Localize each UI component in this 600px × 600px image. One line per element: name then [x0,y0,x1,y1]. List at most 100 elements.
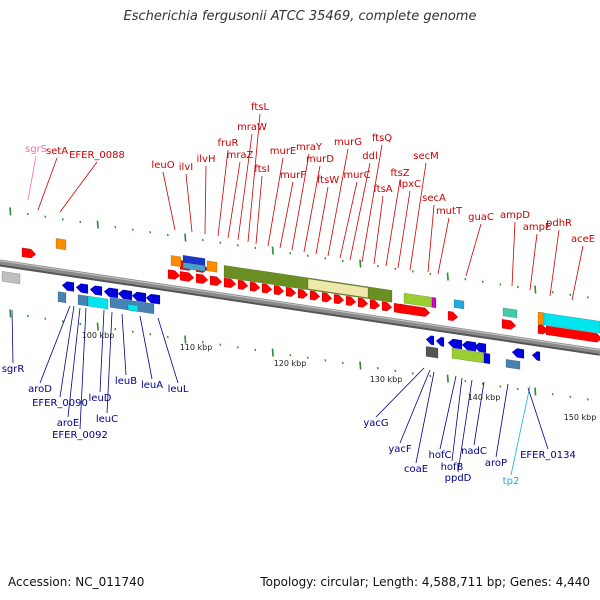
inner-tick-minor [44,317,47,320]
outer-tick-minor [114,225,117,229]
outer-tick-minor [44,215,47,218]
forward-gene-arrow [297,288,309,299]
gene-label-yacg: yacG [363,418,388,429]
inner-tick-minor [324,359,327,362]
gene-label-ampd: ampD [500,210,530,221]
outer-tick-minor [551,291,554,294]
gene-label-lpxc: lpxC [399,179,421,190]
label-connector-line [437,217,450,275]
label-connector-line [529,233,538,291]
gene-label-ampe: ampE [523,222,552,233]
gene-label-ftsz: ftsZ [390,168,409,179]
gene-label-guac: guaC [468,212,494,223]
gene-label-leuo: leuO [151,160,174,171]
forward-gene-arrow [223,277,237,289]
outer-tick-minor [149,231,152,234]
reverse-gene-arrow [75,283,89,294]
genome-title: Escherichia fergusonii ATCC 35469, compl… [123,9,477,24]
reverse-gene-arrow [461,340,477,352]
gene-label-ppdd: ppdD [445,473,472,484]
gene-features [1,238,600,370]
gene-label-ddl: ddl [362,151,377,162]
forward-gene-arrow [501,318,517,330]
outer-tick-minor [499,283,502,286]
inner-tick-minor [166,335,169,339]
outer-tick-minor [201,238,204,242]
reverse-gene-arrow [531,351,541,362]
gene-label-sgrr: sgrR [2,364,25,375]
gene-label-aroe: aroE [57,418,79,429]
outer-tick-minor [166,233,169,237]
gene-label-hofc: hofC [429,450,452,461]
reverse-gene-arrow [131,291,147,303]
gene-label-seca: secA [422,193,446,204]
gray-box [425,346,439,359]
outer-tick-minor [376,264,379,268]
marker-box [431,296,437,309]
gene-label-secm: secM [413,151,439,162]
label-connector-line [451,377,463,462]
outer-tick-minor [411,270,414,273]
gene-label-ftsl: ftsL [251,102,269,113]
reverse-gene-arrow [89,285,103,296]
label-connector-line [399,369,431,444]
cyan-box [502,307,518,319]
label-connector-line [99,309,105,393]
gene-label-mraz: mraZ [227,150,254,161]
label-connector-line [27,155,37,201]
outer-tick-minor [289,251,292,255]
label-connector-line [204,165,207,235]
label-connector-line [457,379,473,473]
forward-gene-arrow [357,297,369,308]
forward-gene-arrow [447,310,459,322]
gene-label-seta: setA [46,146,68,157]
label-connector-line [495,383,509,458]
ncrna-box [55,238,67,251]
backbone-line [0,259,600,354]
label-connector-line [247,113,261,243]
gene-label-leuc: leuC [96,414,118,425]
label-connector-line [510,385,531,476]
label-connector-line [79,307,87,430]
gene-label-leua: leuA [141,380,163,391]
gene-label-ilvi: ilvI [179,162,193,173]
forward-gene-arrow [209,275,223,287]
outer-tick-minor [586,296,589,299]
gene-label-coae: coaE [404,464,428,475]
label-connector-line [39,305,71,384]
scale-label: 130 kbp [370,375,403,384]
inner-tick-minor [569,395,572,399]
forward-gene-arrow [21,247,37,259]
inner-tick-minor [254,348,257,352]
outer-tick-minor [306,254,309,257]
gene-label-ftsw: ftsW [317,175,339,186]
gene-label-arod: aroD [28,384,52,395]
outer-tick-minor [341,259,344,263]
label-connector-line [527,387,549,450]
label-connector-line [162,171,176,231]
inner-tick-minor [394,369,397,372]
domain-box [182,261,206,272]
inner-tick-minor [499,385,502,388]
cyan-box [127,303,139,312]
label-connector-line [185,173,193,233]
label-connector-line [59,305,75,398]
inner-tick-minor [289,353,292,357]
outer-tick-minor [324,257,327,260]
forward-gene-arrow [381,301,393,312]
forward-gene-arrow [333,293,345,305]
outer-tick-minor [254,246,257,250]
outer-tick-minor [569,293,572,297]
gene-label-murc: murC [343,170,370,181]
forward-gene-arrow [179,270,195,282]
cyan-box [87,295,109,310]
scale-label: 100 kbp [82,331,115,340]
outer-tick-minor [219,241,222,244]
scale-label: 110 kbp [180,343,213,352]
gene-label-mray: mraY [296,142,323,153]
inner-tick-minor [236,346,239,349]
ncrna-box [206,260,218,273]
genome-backbone [0,259,600,356]
outer-tick-major [359,259,362,268]
forward-gene-arrow [321,292,333,303]
